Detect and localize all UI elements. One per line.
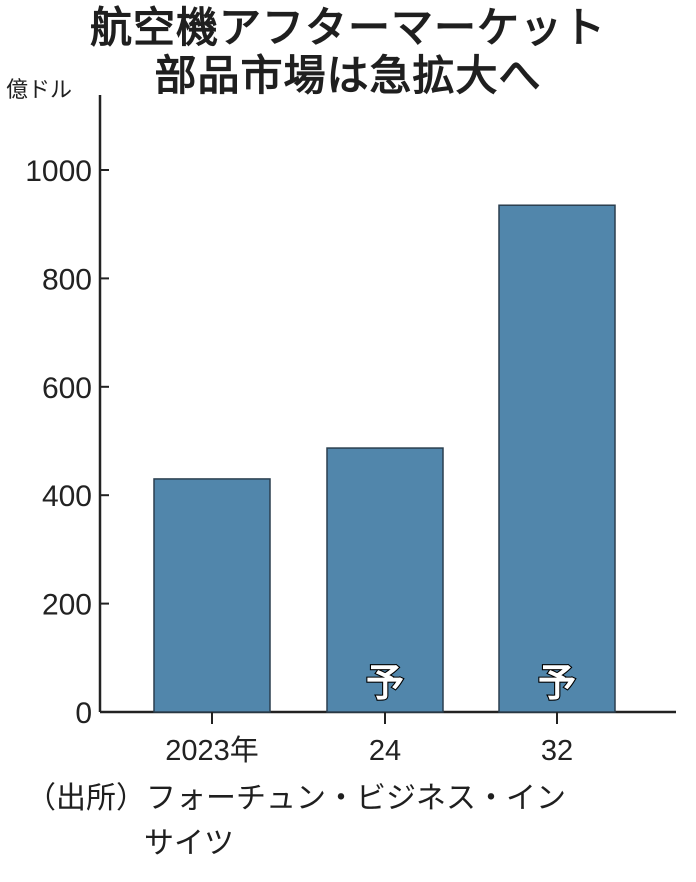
forecast-badge: 予 [366,661,404,705]
bar [498,204,616,713]
y-tick-label: 800 [42,263,92,296]
source-line-1: （出所）フォーチュン・ビジネス・イン [26,781,566,816]
forecast-badge: 予 [538,661,576,705]
y-tick-label: 0 [75,697,92,730]
title-line-1: 航空機アフターマーケット [89,3,606,52]
y-tick-label: 400 [42,480,92,513]
bar-chart: 0 200 400 600 800 1000 2023年 24 予 32 予 [25,95,676,767]
y-tick-label: 200 [42,589,92,622]
bar [326,447,444,713]
y-tick-label: 1000 [25,155,92,188]
title-line-2: 部品市場は急拡大へ [154,51,542,100]
y-tick-label: 600 [42,372,92,405]
x-tick-label: 2023年 [165,734,259,767]
x-tick-label: 32 [541,735,573,767]
bar [153,478,271,713]
source-line-2: サイツ [144,826,234,861]
chart-title: 航空機アフターマーケット 部品市場は急拡大へ [0,4,696,100]
source-note: （出所）フォーチュン・ビジネス・イン サイツ [26,776,686,866]
x-tick-label: 24 [369,735,401,767]
y-axis-unit-label: 億ドル [6,78,73,103]
